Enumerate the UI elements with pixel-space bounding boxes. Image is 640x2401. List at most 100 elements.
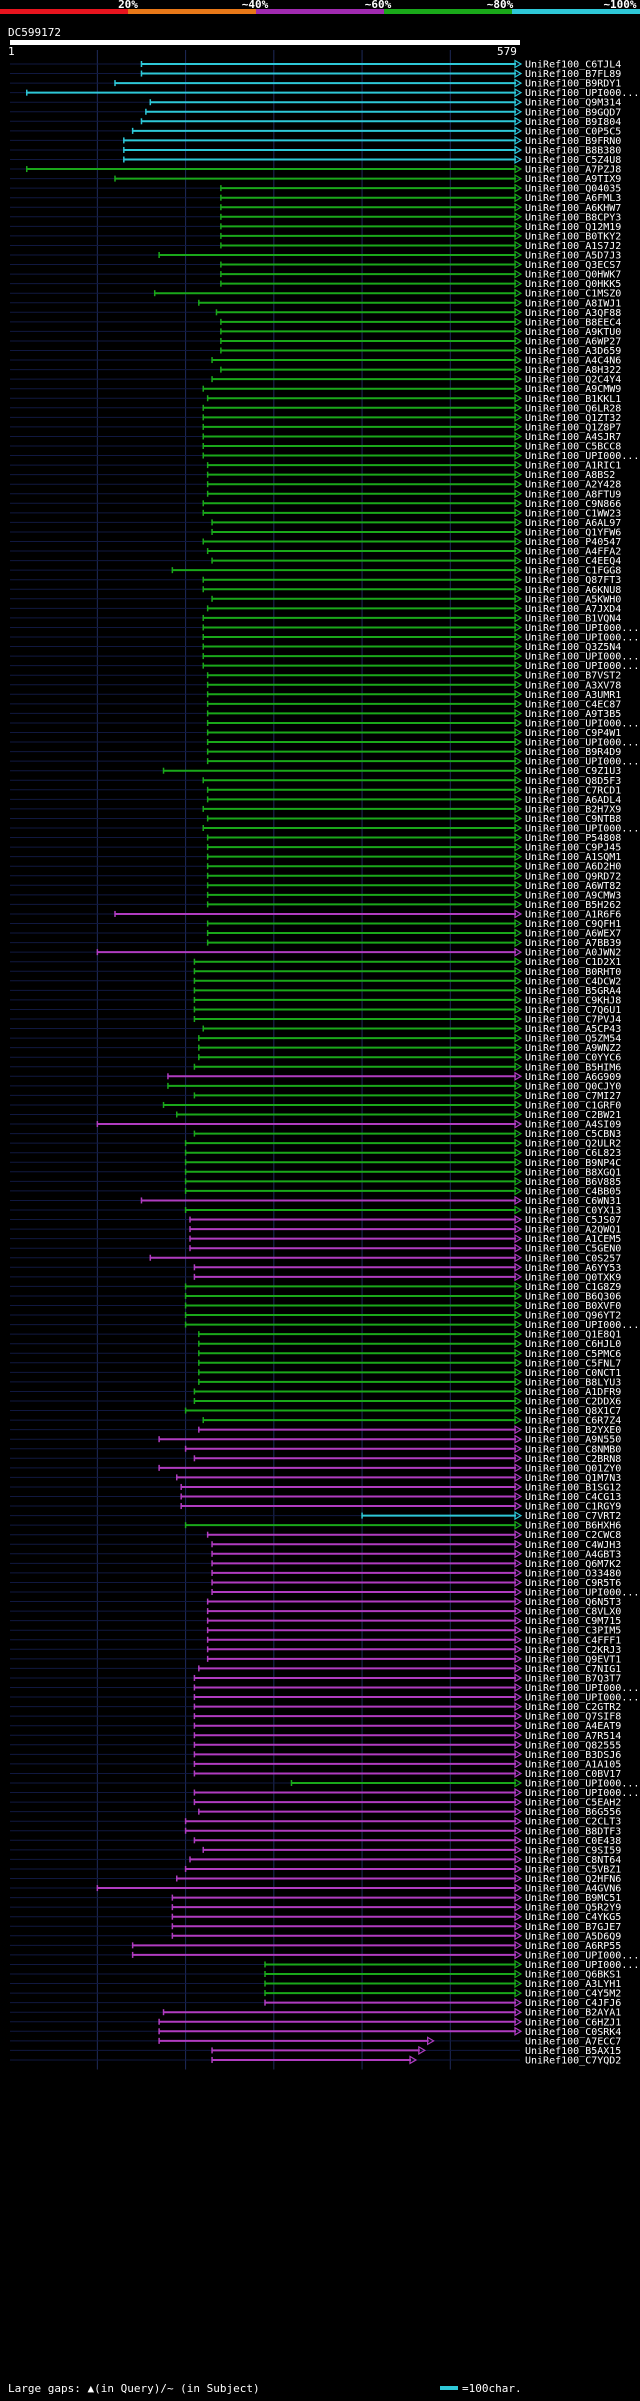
hit-row[interactable]: UniRef100_A6D2H0 [10, 861, 621, 873]
hit-row[interactable]: UniRef100_B8B380 [10, 145, 621, 156]
hit-label[interactable]: UniRef100_A1S7J2 [525, 241, 621, 252]
hit-row[interactable]: UniRef100_C5VBZ1 [10, 1864, 621, 1875]
hit-row[interactable]: UniRef100_B5GRA4 [10, 985, 621, 997]
hit-row[interactable]: UniRef100_C0E438 [10, 1835, 621, 1847]
hit-row[interactable]: UniRef100_C1WW23 [10, 508, 621, 519]
hit-row[interactable]: UniRef100_B9R4D9 [10, 747, 621, 758]
hit-row[interactable]: UniRef100_A1CEM5 [10, 1234, 621, 1245]
hit-row[interactable]: UniRef100_B3DSJ6 [10, 1749, 621, 1761]
hit-row[interactable]: UniRef100_B0TKY2 [10, 231, 621, 242]
hit-label[interactable]: UniRef100_Q6BKS1 [525, 1970, 621, 1981]
hit-label[interactable]: UniRef100_UPI000... [525, 652, 639, 663]
hit-row[interactable]: UniRef100_Q5ZM54 [10, 1033, 621, 1045]
hit-row[interactable]: UniRef100_Q6BKS1 [10, 1969, 621, 1981]
hit-row[interactable]: UniRef100_Q01ZY0 [10, 1463, 621, 1474]
hit-label[interactable]: UniRef100_Q87FT3 [525, 575, 621, 586]
hit-label[interactable]: UniRef100_B8B380 [525, 145, 621, 156]
hit-label[interactable]: UniRef100_B1VQN4 [525, 613, 621, 624]
hit-row[interactable]: UniRef100_UPI000... [10, 1682, 639, 1694]
hit-label[interactable]: UniRef100_A1RIC1 [525, 461, 621, 472]
hit-label[interactable]: UniRef100_Q0HKK5 [525, 279, 621, 290]
hit-row[interactable]: UniRef100_B7GJE7 [10, 1921, 621, 1933]
hit-label[interactable]: UniRef100_UPI000... [525, 757, 639, 768]
hit-row[interactable]: UniRef100_Q04035 [10, 183, 621, 195]
hit-label[interactable]: UniRef100_A6G909 [525, 1072, 621, 1083]
hit-label[interactable]: UniRef100_B6Q306 [525, 1291, 621, 1302]
hit-row[interactable]: UniRef100_UPI000... [10, 823, 639, 835]
hit-label[interactable]: UniRef100_C3PIM5 [525, 1626, 621, 1637]
hit-label[interactable]: UniRef100_C2BW21 [525, 1110, 621, 1121]
hit-row[interactable]: UniRef100_B2AYA1 [10, 2007, 621, 2019]
hit-label[interactable]: UniRef100_P54808 [525, 833, 621, 844]
hit-row[interactable]: UniRef100_C4WJH3 [10, 1539, 621, 1551]
hit-row[interactable]: UniRef100_B1SG12 [10, 1482, 621, 1493]
hit-label[interactable]: UniRef100_C2CWC8 [525, 1530, 621, 1541]
hit-row[interactable]: UniRef100_C7NIG1 [10, 1663, 621, 1675]
hit-row[interactable]: UniRef100_C7PVJ4 [10, 1014, 621, 1026]
hit-row[interactable]: UniRef100_C9M715 [10, 1616, 621, 1627]
hit-label[interactable]: UniRef100_B2H7X9 [525, 804, 621, 815]
hit-row[interactable]: UniRef100_A8BS2 [10, 470, 615, 481]
hit-row[interactable]: UniRef100_C4EEQ4 [10, 556, 621, 567]
hit-label[interactable]: UniRef100_A9TIX9 [525, 174, 621, 185]
hit-label[interactable]: UniRef100_B9NP4C [525, 1158, 621, 1169]
hit-row[interactable]: UniRef100_Q87FT3 [10, 575, 621, 586]
hit-label[interactable]: UniRef100_B7VST2 [525, 671, 621, 682]
hit-row[interactable]: UniRef100_C5GEN0 [10, 1243, 621, 1255]
hit-label[interactable]: UniRef100_C6TJL4 [525, 60, 621, 71]
hit-row[interactable]: UniRef100_C3PIM5 [10, 1625, 621, 1637]
hit-label[interactable]: UniRef100_UPI000... [525, 1588, 639, 1599]
hit-label[interactable]: UniRef100_C7NIG1 [525, 1664, 621, 1675]
hit-row[interactable]: UniRef100_C4BB05 [10, 1186, 621, 1197]
hit-row[interactable]: UniRef100_C5PMC6 [10, 1348, 621, 1360]
hit-label[interactable]: UniRef100_C0YYC6 [525, 1053, 621, 1064]
hit-row[interactable]: UniRef100_Q9M314 [10, 97, 621, 109]
hit-row[interactable]: UniRef100_A1DFR9 [10, 1386, 621, 1398]
hit-row[interactable]: UniRef100_A5D6Q9 [10, 1931, 621, 1942]
hit-label[interactable]: UniRef100_C9SI59 [525, 1845, 621, 1856]
hit-row[interactable]: UniRef100_Q1Z8P7 [10, 422, 621, 433]
hit-label[interactable]: UniRef100_B9RDY1 [525, 79, 621, 90]
hit-row[interactable]: UniRef100_Q7SIF8 [10, 1711, 621, 1723]
hit-row[interactable]: UniRef100_UPI000... [10, 718, 639, 729]
hit-row[interactable]: UniRef100_B8CPY3 [10, 212, 621, 223]
hit-label[interactable]: UniRef100_Q2ULR2 [525, 1139, 621, 1150]
hit-label[interactable]: UniRef100_B1KKL1 [525, 394, 621, 405]
hit-row[interactable]: UniRef100_Q6M7K2 [10, 1558, 621, 1570]
hit-row[interactable]: UniRef100_A1S7J2 [10, 240, 621, 252]
hit-row[interactable]: UniRef100_Q96YT2 [10, 1310, 621, 1322]
hit-row[interactable]: UniRef100_A4FFA2 [10, 546, 621, 558]
hit-row[interactable]: UniRef100_A6ADL4 [10, 794, 621, 806]
hit-label[interactable]: UniRef100_Q9RD72 [525, 871, 621, 882]
hit-label[interactable]: UniRef100_UPI000... [525, 451, 639, 462]
hit-label[interactable]: UniRef100_B5H262 [525, 900, 621, 911]
hit-label[interactable]: UniRef100_A3UMR1 [525, 690, 621, 701]
hit-label[interactable]: UniRef100_B6G556 [525, 1807, 621, 1818]
hit-row[interactable]: UniRef100_A1SQM1 [10, 852, 621, 863]
hit-label[interactable]: UniRef100_C5EAH2 [525, 1798, 621, 1809]
hit-label[interactable]: UniRef100_C0NCT1 [525, 1368, 621, 1379]
hit-label[interactable]: UniRef100_B9MC51 [525, 1893, 621, 1904]
hit-row[interactable]: UniRef100_C4Y5M2 [10, 1988, 621, 2000]
hit-label[interactable]: UniRef100_A9KTU0 [525, 327, 621, 338]
hit-label[interactable]: UniRef100_B7GJE7 [525, 1922, 621, 1933]
hit-row[interactable]: UniRef100_UPI000... [10, 1778, 639, 1790]
hit-row[interactable]: UniRef100_C6HJL0 [10, 1339, 621, 1350]
hit-label[interactable]: UniRef100_Q8X1C7 [525, 1406, 621, 1417]
hit-label[interactable]: UniRef100_A3LYH1 [525, 1979, 621, 1990]
hit-row[interactable]: UniRef100_C9Z1U3 [10, 766, 621, 777]
hit-row[interactable]: UniRef100_Q3ECS7 [10, 260, 621, 271]
hit-row[interactable]: UniRef100_A9N550 [10, 1434, 621, 1446]
hit-row[interactable]: UniRef100_Q82555 [10, 1740, 621, 1751]
hit-label[interactable]: UniRef100_A9T3B5 [525, 709, 621, 720]
hit-row[interactable]: UniRef100_A6YY53 [10, 1262, 621, 1274]
hit-label[interactable]: UniRef100_Q6LR28 [525, 403, 621, 414]
hit-label[interactable]: UniRef100_C8VLX0 [525, 1607, 621, 1618]
hit-row[interactable]: UniRef100_C7MI27 [10, 1090, 621, 1102]
hit-label[interactable]: UniRef100_B8EEC4 [525, 317, 621, 328]
hit-label[interactable]: UniRef100_Q2HFN6 [525, 1874, 621, 1885]
hit-label[interactable]: UniRef100_B9FRN0 [525, 136, 621, 147]
hit-label[interactable]: UniRef100_Q3Z5N4 [525, 642, 621, 653]
hit-row[interactable]: UniRef100_A9CMW3 [10, 890, 621, 901]
hit-row[interactable]: UniRef100_A3QF88 [10, 307, 621, 319]
